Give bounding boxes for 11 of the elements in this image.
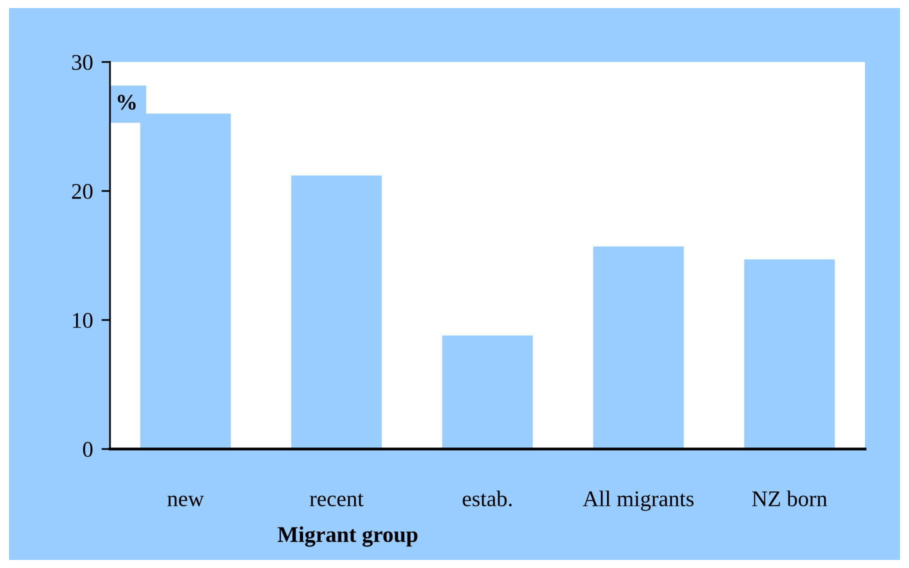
x-tick-label: All migrants <box>582 490 694 511</box>
y-tick-label: 30 <box>72 54 92 70</box>
x-tick-label: new <box>168 496 204 506</box>
y-axis-title: % <box>118 94 136 110</box>
y-tick-label: 10 <box>73 312 92 328</box>
x-tick-label: NZ born <box>752 490 828 506</box>
y-tick-label: 20 <box>72 184 92 199</box>
y-tick-label: 0 <box>83 442 92 457</box>
x-axis-title: Migrant group <box>278 526 418 547</box>
x-tick-label: estab. <box>462 490 512 506</box>
x-tick-label: recent <box>310 494 364 506</box>
